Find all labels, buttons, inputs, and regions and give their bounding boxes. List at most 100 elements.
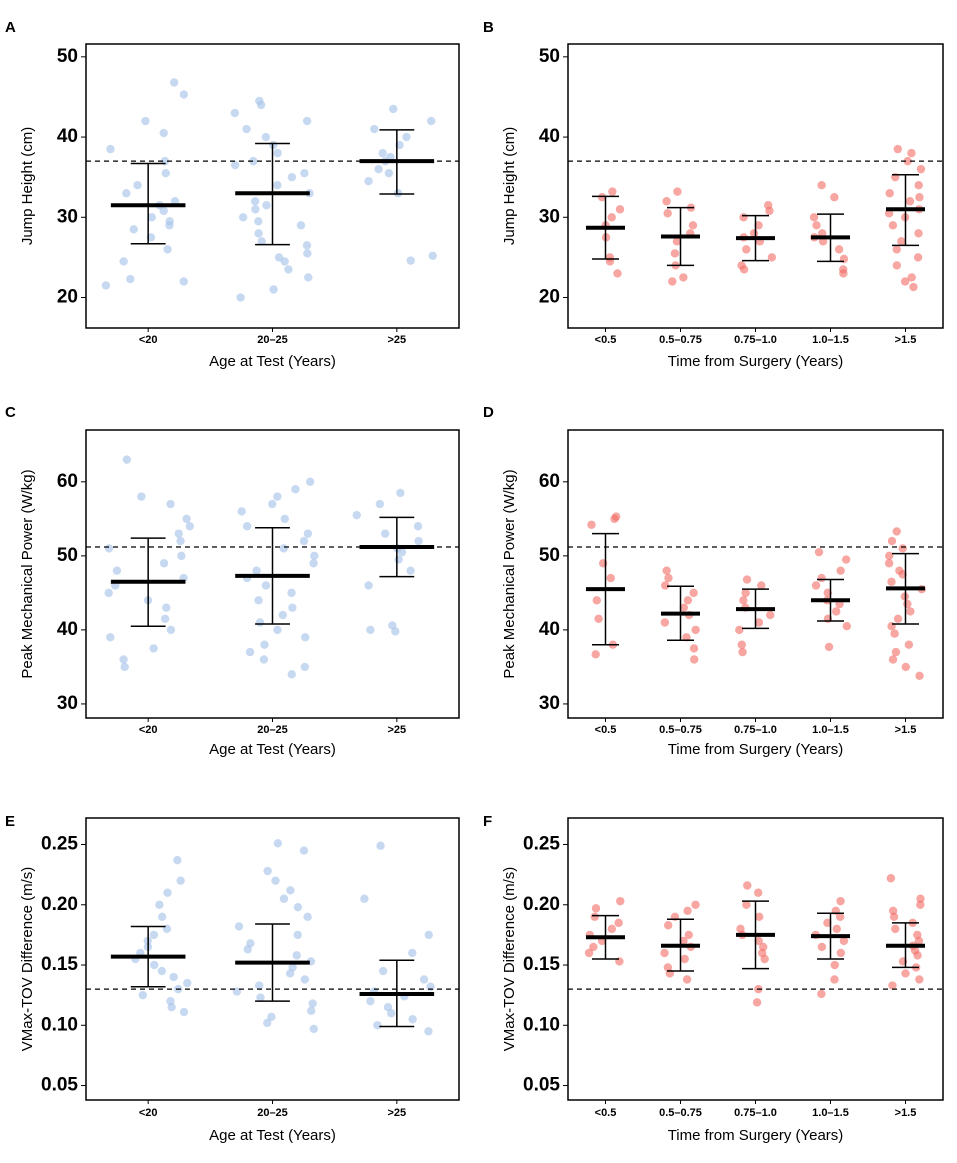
data-point <box>690 655 699 664</box>
data-point <box>147 213 156 222</box>
data-point <box>155 900 164 909</box>
y-tick-label: 40 <box>57 619 78 640</box>
data-point <box>300 662 310 672</box>
data-point <box>888 981 897 990</box>
data-point <box>402 132 411 142</box>
y-axis-label: Peak Mechanical Power (W/kg) <box>19 469 36 678</box>
data-point <box>366 625 375 635</box>
data-point <box>182 514 191 524</box>
data-point <box>811 581 821 590</box>
data-point <box>903 156 912 166</box>
data-point <box>120 662 129 672</box>
data-point <box>263 866 272 876</box>
data-point <box>305 477 315 487</box>
data-point <box>592 596 601 605</box>
data-point <box>672 237 682 246</box>
data-point <box>753 888 763 897</box>
data-point <box>673 187 682 196</box>
data-point <box>832 924 841 934</box>
data-point <box>106 144 115 154</box>
panel: F 0.05 0.10 0.15 0.20 0.25 VMax-TOV Difference… <box>483 813 944 1144</box>
data-point <box>267 1012 276 1022</box>
data-point <box>830 975 839 984</box>
data-point <box>809 213 819 222</box>
y-tick-label: 50 <box>57 46 78 67</box>
data-point <box>841 555 851 564</box>
data-point <box>590 912 599 922</box>
data-point <box>830 960 839 970</box>
x-axis-label: Age at Test (Years) <box>209 741 336 758</box>
data-point <box>905 197 915 206</box>
data-point <box>262 201 271 210</box>
data-point <box>754 618 764 627</box>
data-point <box>741 588 750 598</box>
x-axis-label: Time from Surgery (Years) <box>668 1127 844 1144</box>
y-tick-label: 40 <box>539 126 560 147</box>
data-point <box>112 566 122 575</box>
panel-label: E <box>5 813 15 830</box>
data-point <box>680 954 689 964</box>
data-point <box>288 963 297 972</box>
data-point <box>887 536 897 546</box>
data-point <box>149 644 158 653</box>
data-point <box>255 618 265 627</box>
data-point <box>663 209 672 218</box>
data-point <box>376 841 385 850</box>
data-point <box>419 975 429 984</box>
x-axis-label: Age at Test (Years) <box>209 353 336 370</box>
y-tick-label: 0.25 <box>523 834 560 855</box>
data-point <box>271 876 280 885</box>
x-tick-label: <0.5 <box>595 724 617 736</box>
data-point <box>159 559 169 568</box>
data-point <box>914 229 923 238</box>
data-point <box>739 596 748 605</box>
data-point <box>683 596 693 605</box>
data-point <box>173 855 182 865</box>
data-point <box>163 245 172 254</box>
data-point <box>606 573 615 583</box>
data-point <box>916 164 926 174</box>
data-point <box>824 642 834 652</box>
x-tick-label: <20 <box>139 334 158 346</box>
data-point <box>106 633 115 642</box>
data-point <box>254 596 263 605</box>
data-point <box>836 566 845 575</box>
data-point <box>166 625 176 635</box>
data-point <box>287 172 297 182</box>
data-point <box>364 581 373 590</box>
y-tick-label: 40 <box>539 619 560 640</box>
data-point <box>584 948 594 958</box>
data-point <box>309 1024 318 1034</box>
data-point <box>735 625 744 635</box>
data-point <box>384 168 394 178</box>
data-point <box>370 124 379 134</box>
data-point <box>594 614 603 623</box>
data-point <box>263 1018 272 1028</box>
panel-label: F <box>483 813 492 830</box>
data-point <box>891 647 901 657</box>
data-point <box>396 488 405 498</box>
data-point <box>839 936 849 946</box>
data-point <box>597 193 607 202</box>
data-point <box>814 547 824 557</box>
data-point <box>302 241 312 250</box>
data-point <box>169 78 179 87</box>
data-point <box>886 874 896 883</box>
data-point <box>660 948 669 958</box>
data-point <box>286 886 295 895</box>
data-point <box>280 514 289 524</box>
data-point <box>157 912 167 922</box>
data-point <box>885 189 894 198</box>
data-point <box>389 104 398 114</box>
data-point <box>252 566 261 575</box>
data-point <box>273 839 283 848</box>
x-tick-label: <20 <box>139 724 158 736</box>
data-point <box>408 1015 417 1024</box>
data-point <box>273 180 282 190</box>
y-tick-label: 30 <box>539 693 560 714</box>
data-point <box>165 217 174 226</box>
data-point <box>662 566 671 575</box>
data-point <box>684 930 693 940</box>
data-point <box>257 237 266 246</box>
